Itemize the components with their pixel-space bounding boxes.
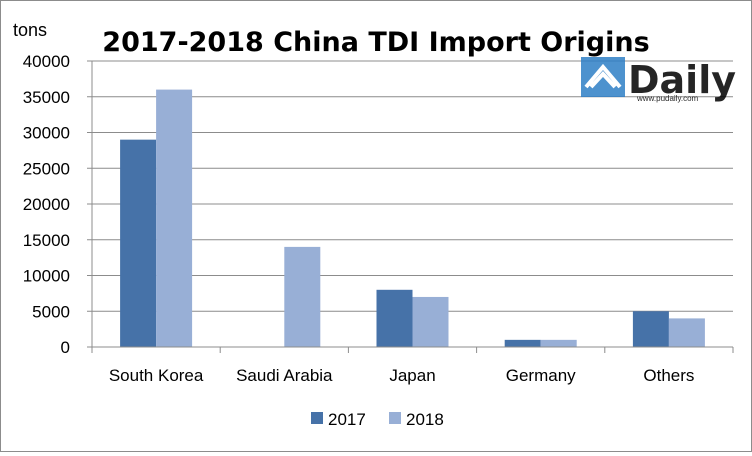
legend-label-2017: 2017: [328, 410, 366, 429]
axes: [91, 61, 734, 353]
y-tick-label: 25000: [23, 159, 70, 178]
bar-2017: [376, 289, 413, 347]
y-tick-label: 35000: [23, 88, 70, 107]
x-category-label: Germany: [506, 366, 576, 385]
bar-2018: [156, 89, 193, 347]
logo-mark: [581, 57, 625, 97]
bar-2018: [284, 246, 321, 347]
x-category-label: South Korea: [109, 366, 204, 385]
y-tick-label: 15000: [23, 231, 70, 250]
y-tick-label: 10000: [23, 267, 70, 286]
gridlines: [87, 60, 733, 348]
bar-2018: [668, 318, 705, 347]
legend-label-2018: 2018: [406, 410, 444, 429]
y-tick-label: 30000: [23, 124, 70, 143]
x-category-label: Japan: [389, 366, 435, 385]
chart-title: 2017-2018 China TDI Import Origins: [102, 27, 649, 58]
y-tick-label: 0: [61, 338, 70, 357]
bar-2017: [120, 139, 157, 347]
y-tick-labels: 0 5000 10000 15000 20000 25000 30000 35000 40000: [23, 52, 70, 357]
watermark-logo: Daily www.pudaily.com: [581, 57, 736, 103]
bars: [120, 89, 705, 347]
x-category-labels: South Korea Saudi Arabia Japan Germany Other…: [109, 366, 695, 385]
y-tick-label: 20000: [23, 195, 70, 214]
y-axis-label: tons: [13, 20, 47, 40]
legend: 2017 2018: [311, 410, 444, 429]
x-category-label: Others: [643, 366, 694, 385]
house-icon: [584, 63, 622, 89]
logo-url: www.pudaily.com: [636, 94, 699, 103]
bar-2017: [632, 311, 669, 347]
x-category-label: Saudi Arabia: [236, 366, 333, 385]
legend-swatch-2018: [389, 412, 401, 424]
bar-2018: [412, 296, 449, 347]
legend-swatch-2017: [311, 412, 323, 424]
y-tick-label: 40000: [23, 52, 70, 71]
logo-wordmark: Daily: [628, 58, 736, 102]
y-tick-label: 5000: [32, 302, 70, 321]
bar-2017: [504, 339, 541, 347]
bar-2018: [540, 339, 577, 347]
